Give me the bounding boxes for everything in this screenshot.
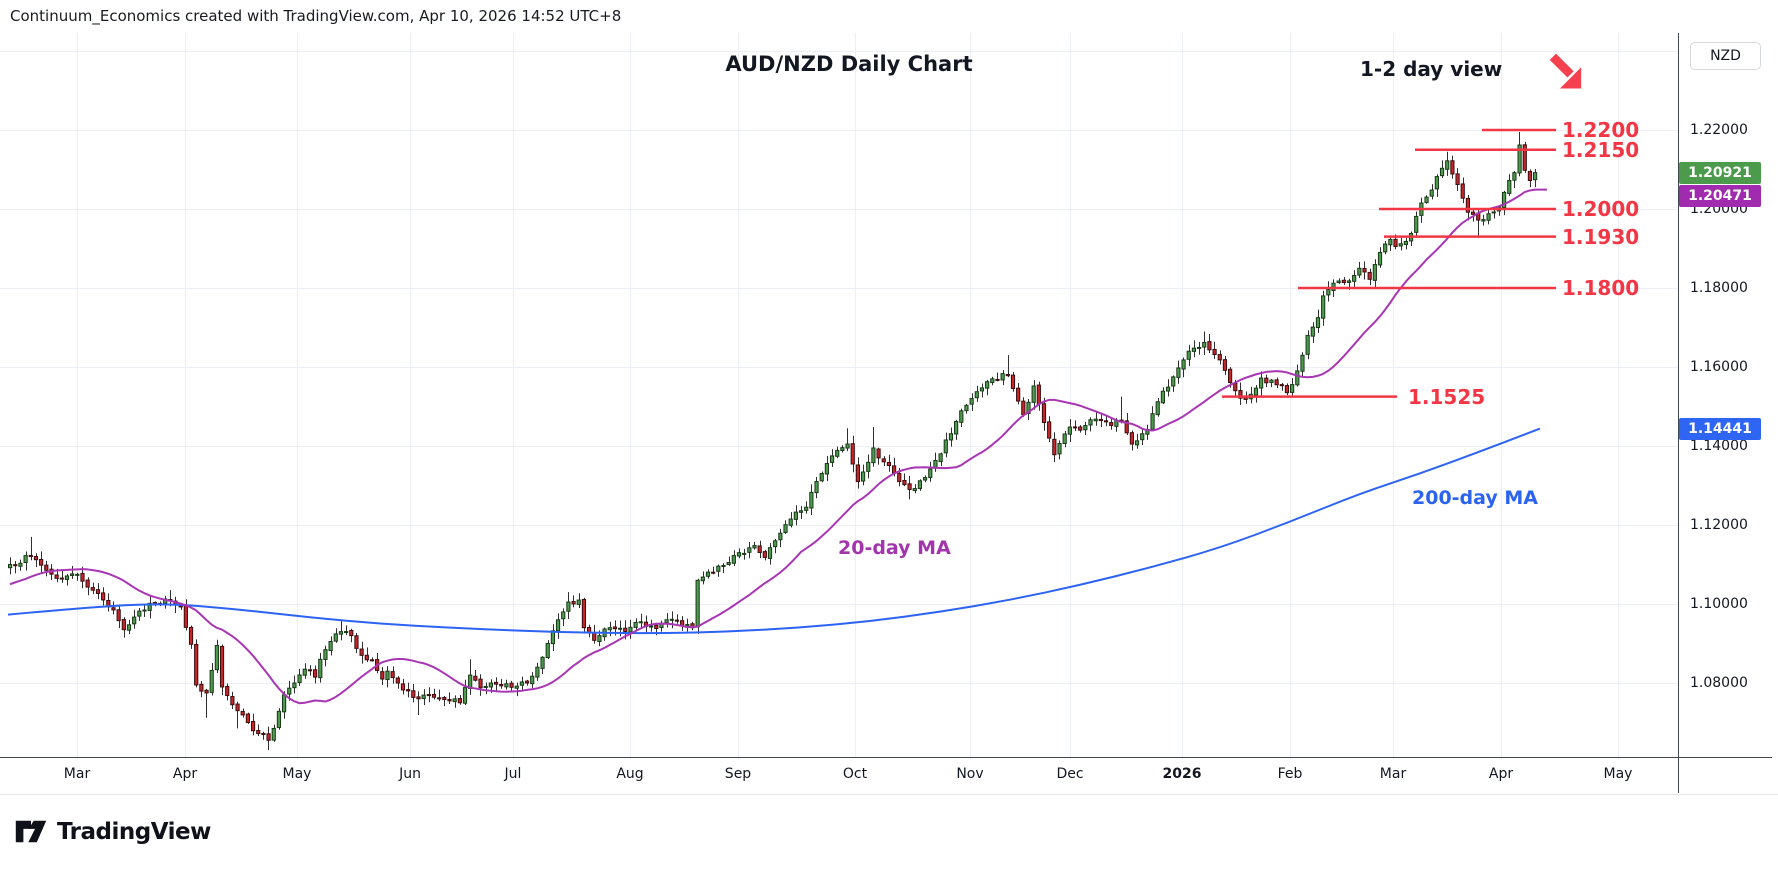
time-axis-label: Jul — [504, 766, 522, 782]
ma200-label: 200-day MA — [1412, 487, 1538, 509]
credit-text: Continuum_Economics created with Trading… — [10, 7, 622, 25]
time-axis-label: Sep — [724, 766, 752, 782]
time-axis-label: 2026 — [1162, 766, 1202, 782]
down-right-arrow-icon — [1549, 53, 1582, 89]
level-label: 1.1525 — [1408, 384, 1486, 409]
ma20-label: 20-day MA — [838, 537, 951, 559]
level-label: 1.2000 — [1562, 197, 1640, 221]
price-axis-label: 1.18000 — [1690, 280, 1748, 296]
time-axis-label: Oct — [842, 766, 868, 782]
tradingview-mark-icon — [15, 820, 47, 843]
ma200-price-badge: 1.14441 — [1679, 417, 1761, 440]
time-axis-label: Mar — [63, 766, 91, 782]
time-axis-label: May — [1603, 766, 1633, 782]
level-label: 1.2150 — [1562, 137, 1640, 162]
price-axis-label: 1.22000 — [1690, 122, 1748, 138]
time-axis-label: Jun — [399, 766, 421, 782]
time-axis-label: May — [282, 766, 312, 782]
time-axis-label: Feb — [1277, 766, 1303, 782]
price-axis-label: 1.14000 — [1690, 438, 1748, 454]
tradingview-logo: TradingView — [14, 818, 211, 845]
time-axis-label: Mar — [1379, 766, 1407, 782]
chart-title: AUD/NZD Daily Chart — [725, 52, 973, 76]
time-axis-border — [0, 757, 1772, 758]
price-axis-label: 1.08000 — [1690, 675, 1748, 691]
time-axis-label: Aug — [616, 766, 644, 782]
last-price-badge: 1.20921 — [1679, 161, 1761, 184]
price-axis-label: 1.16000 — [1690, 359, 1748, 375]
level-label: 1.2200 — [1562, 118, 1640, 142]
time-axis-label: Apr — [172, 766, 198, 782]
view-note-label: 1-2 day view — [1360, 57, 1503, 81]
price-axis-label: 1.12000 — [1690, 517, 1748, 533]
time-axis-bottom-border — [0, 794, 1778, 795]
price-axis-border — [1678, 33, 1679, 793]
level-label: 1.1930 — [1562, 224, 1640, 249]
price-axis-label: 1.10000 — [1690, 596, 1748, 612]
time-axis-label: Apr — [1488, 766, 1514, 782]
ma20-price-badge: 1.20471 — [1679, 184, 1761, 207]
time-axis-label: Dec — [1056, 766, 1084, 782]
level-label: 1.1800 — [1562, 276, 1640, 300]
time-axis-label: Nov — [956, 766, 984, 782]
currency-badge: NZD — [1690, 42, 1761, 70]
tradingview-wordmark: TradingView — [57, 818, 211, 845]
